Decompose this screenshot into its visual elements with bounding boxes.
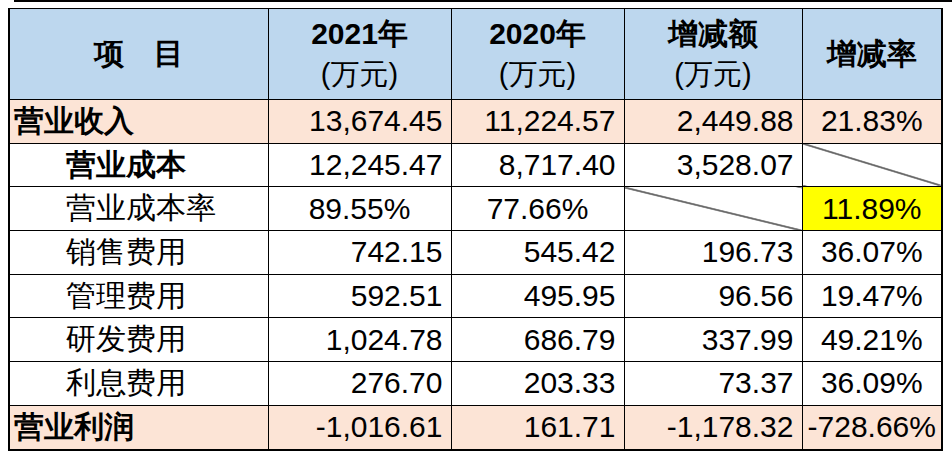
cell-change-row-4: 96.56 [624, 274, 802, 318]
cell-rate-row-5: 49.21% [802, 318, 942, 362]
financial-comparison-table-wrap: 项 目2021年(万元)2020年(万元)增减额(万元)增减率 营业收入13,6… [8, 8, 943, 451]
cell-change-row-7: -1,178.32 [624, 405, 802, 449]
cell-y2020-row-1: 8,717.40 [451, 143, 624, 187]
cell-y2020-row-2: 77.66% [451, 187, 624, 231]
cell-rate-row-2: 11.89% [802, 187, 942, 231]
row-label-3: 销售费用 [9, 231, 268, 275]
table-row-2: 营业成本率89.55%77.66% 11.89% [9, 187, 942, 231]
table-row-5: 研发费用1,024.78686.79337.9949.21% [9, 318, 942, 362]
cell-y2020-row-5: 686.79 [451, 318, 624, 362]
row-label-1: 营业成本 [9, 143, 268, 187]
cell-rate-row-4: 19.47% [802, 274, 942, 318]
table-row-6: 利息费用276.70203.3373.3736.09% [9, 362, 942, 406]
table-row-1: 营业成本12,245.478,717.403,528.07 [9, 143, 942, 187]
table-row-4: 管理费用592.51495.9596.5619.47% [9, 274, 942, 318]
cell-change-row-1: 3,528.07 [624, 143, 802, 187]
cell-y2021-row-7: -1,016.61 [268, 405, 451, 449]
row-label-7: 营业利润 [9, 405, 268, 449]
row-label-6: 利息费用 [9, 362, 268, 406]
table-row-3: 销售费用742.15545.42196.7336.07% [9, 231, 942, 275]
column-header-change: 增减额(万元) [624, 9, 802, 100]
column-header-y2021: 2021年(万元) [268, 9, 451, 100]
table-body: 营业收入13,674.4511,224.572,449.8821.83%营业成本… [9, 100, 942, 450]
cell-rate-row-6: 36.09% [802, 362, 942, 406]
column-header-y2020-title: 2020年 [452, 14, 624, 54]
cell-y2021-row-2: 89.55% [268, 187, 451, 231]
cell-change-row-6: 73.37 [624, 362, 802, 406]
cell-rate-row-1 [802, 143, 942, 187]
cell-y2020-row-7: 161.71 [451, 405, 624, 449]
cell-change-row-0: 2,449.88 [624, 100, 802, 144]
cell-y2020-row-0: 11,224.57 [451, 100, 624, 144]
table-header-row: 项 目2021年(万元)2020年(万元)增减额(万元)增减率 [9, 9, 942, 100]
row-label-4: 管理费用 [9, 274, 268, 318]
column-header-rate-title: 增减率 [803, 34, 942, 74]
financial-comparison-table: 项 目2021年(万元)2020年(万元)增减额(万元)增减率 营业收入13,6… [8, 8, 943, 451]
row-label-0: 营业收入 [9, 100, 268, 144]
cell-y2021-row-0: 13,674.45 [268, 100, 451, 144]
column-header-rate: 增减率 [802, 9, 942, 100]
row-label-2: 营业成本率 [9, 187, 268, 231]
column-header-change-title: 增减额 [625, 14, 802, 54]
table-row-7: 营业利润-1,016.61161.71-1,178.32-728.66% [9, 405, 942, 449]
table-row-0: 营业收入13,674.4511,224.572,449.8821.83% [9, 100, 942, 144]
row-label-5: 研发费用 [9, 318, 268, 362]
cell-y2021-row-3: 742.15 [268, 231, 451, 275]
cell-y2020-row-4: 495.95 [451, 274, 624, 318]
cell-rate-row-0: 21.83% [802, 100, 942, 144]
column-header-y2021-unit: (万元) [269, 54, 451, 94]
cell-change-row-2 [624, 187, 802, 231]
cell-rate-row-3: 36.07% [802, 231, 942, 275]
column-header-y2020-unit: (万元) [452, 54, 624, 94]
column-header-item: 项 目 [9, 9, 268, 100]
cell-y2021-row-6: 276.70 [268, 362, 451, 406]
top-edge-line [14, 0, 952, 2]
cell-change-row-3: 196.73 [624, 231, 802, 275]
column-header-change-unit: (万元) [625, 54, 802, 94]
cell-y2021-row-1: 12,245.47 [268, 143, 451, 187]
cell-y2021-row-4: 592.51 [268, 274, 451, 318]
column-header-y2021-title: 2021年 [269, 14, 451, 54]
cell-y2020-row-6: 203.33 [451, 362, 624, 406]
column-header-y2020: 2020年(万元) [451, 9, 624, 100]
cell-rate-row-7: -728.66% [802, 405, 942, 449]
cell-change-row-5: 337.99 [624, 318, 802, 362]
cell-y2020-row-3: 545.42 [451, 231, 624, 275]
column-header-item-title: 项 目 [10, 34, 268, 74]
cell-y2021-row-5: 1,024.78 [268, 318, 451, 362]
